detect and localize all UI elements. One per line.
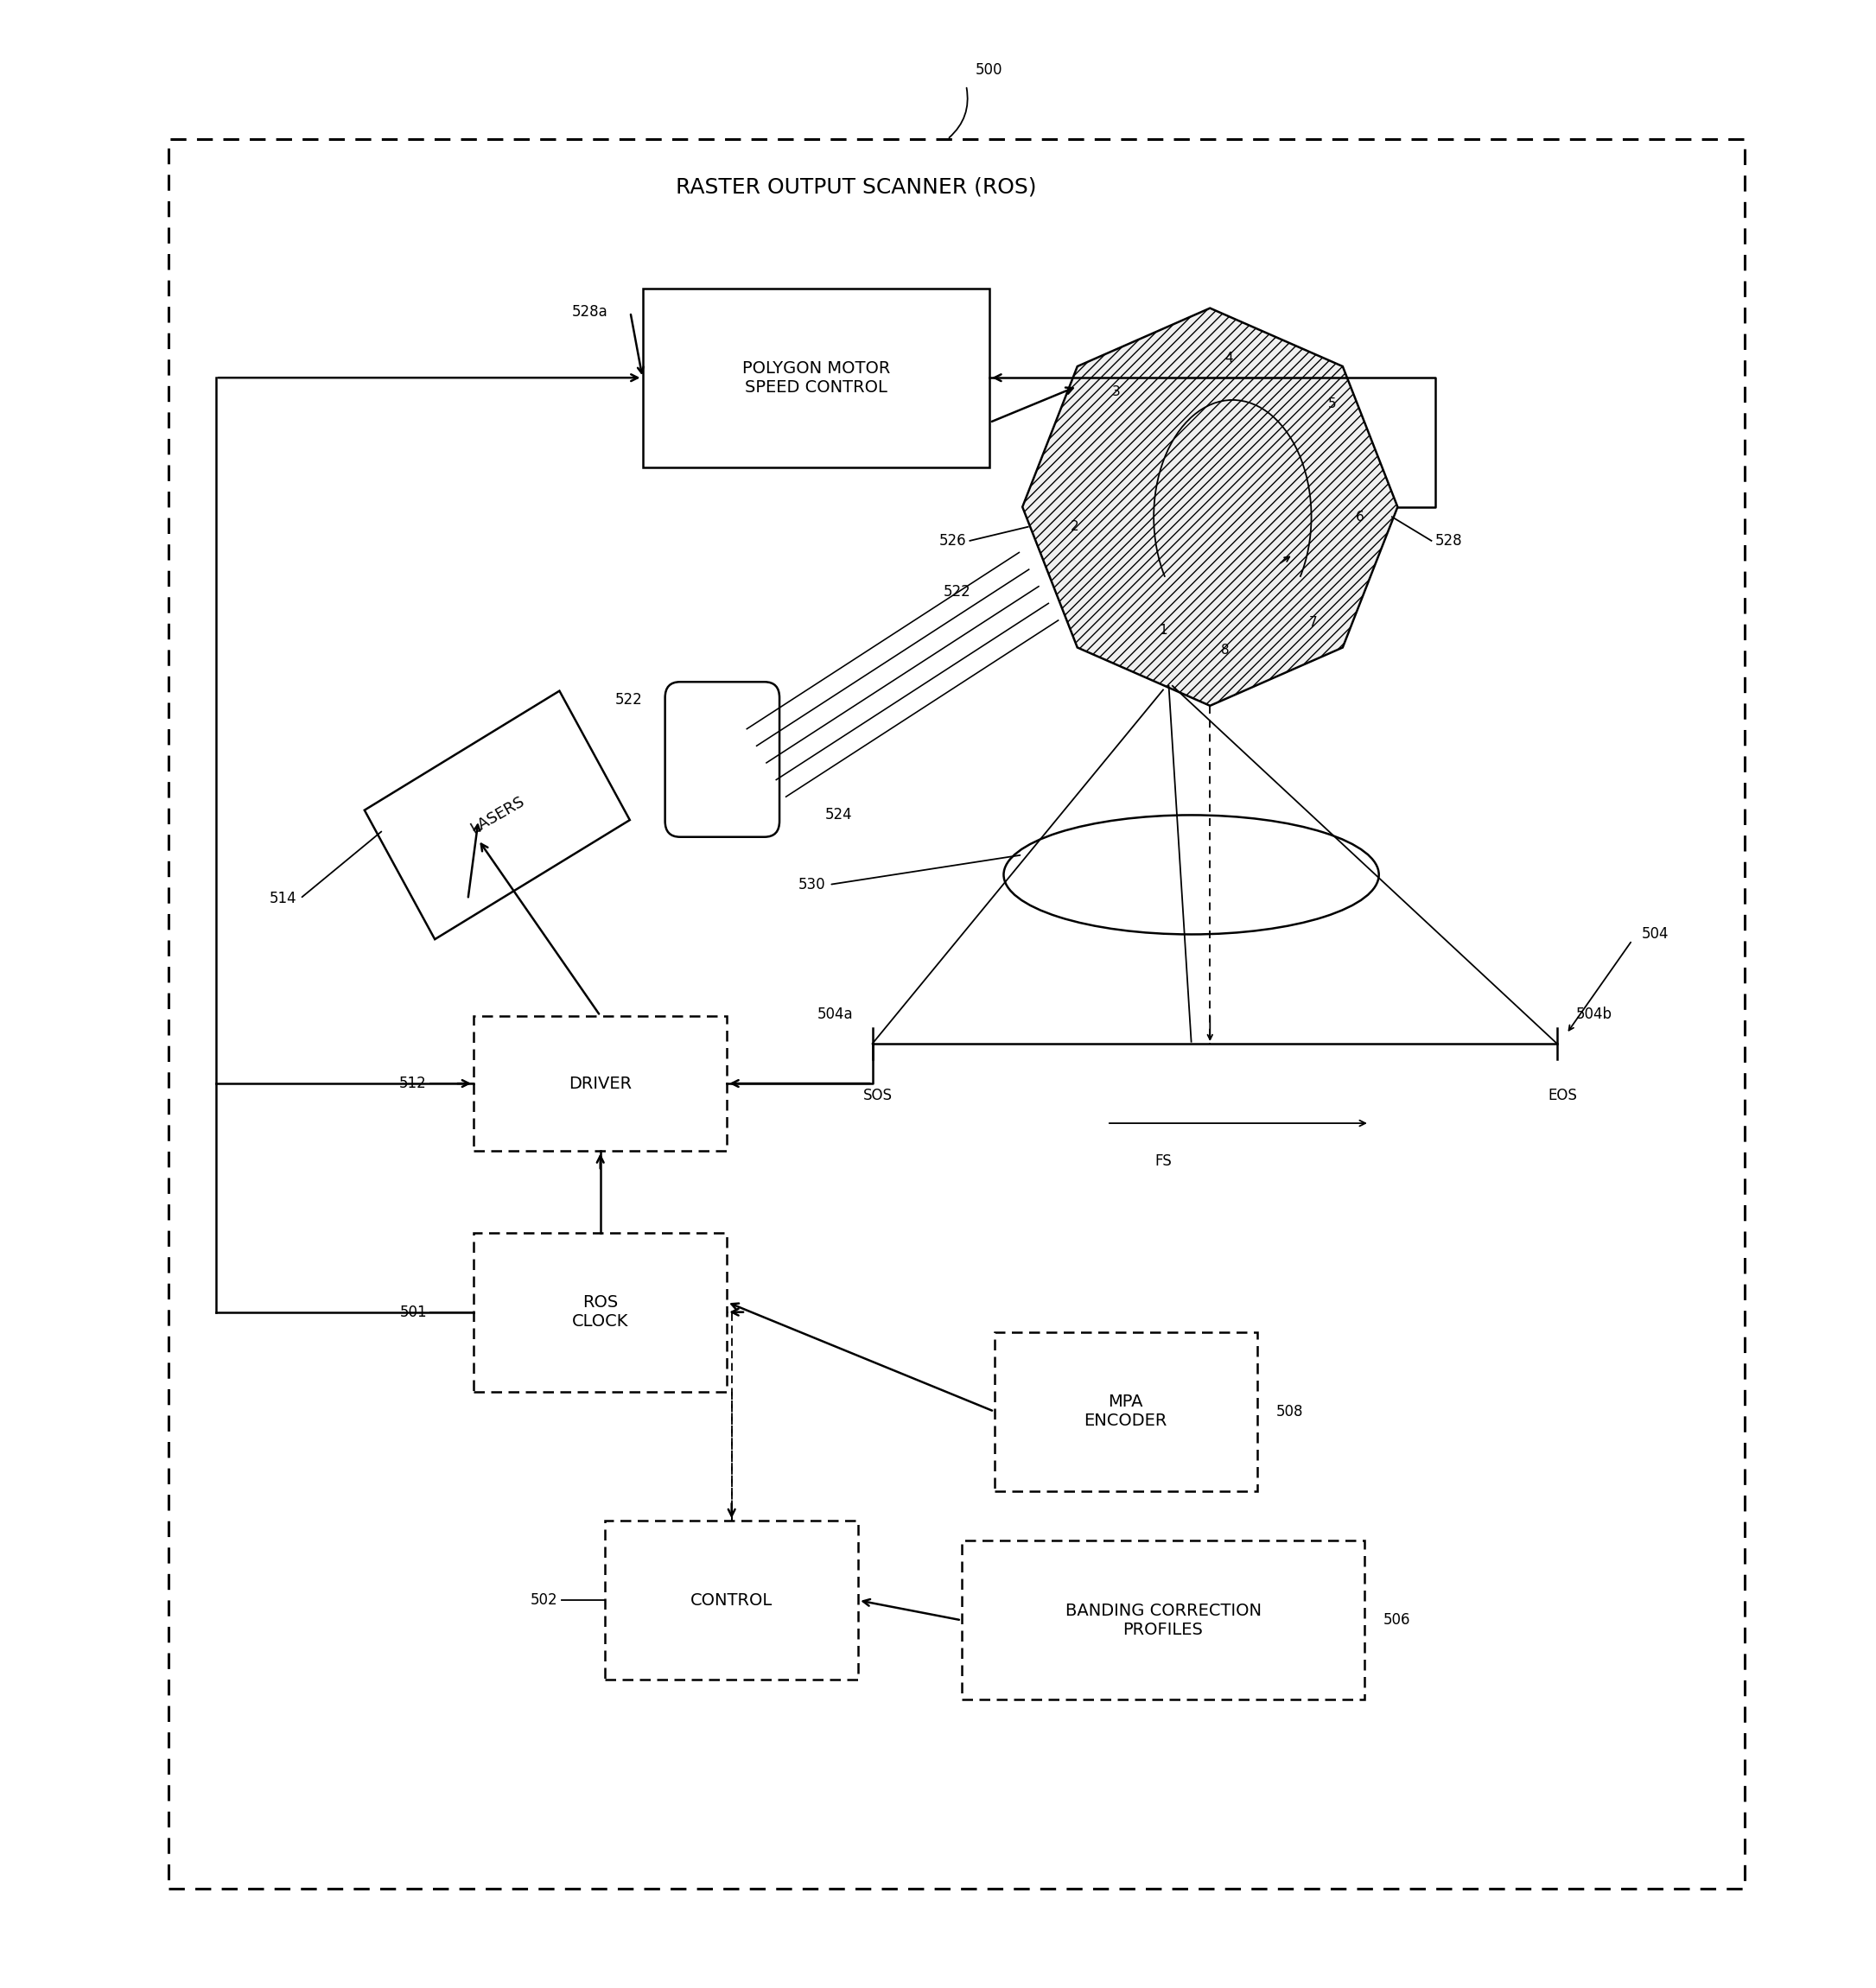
Text: 512: 512 bbox=[400, 1076, 428, 1091]
FancyBboxPatch shape bbox=[604, 1521, 859, 1680]
Text: 528a: 528a bbox=[572, 304, 608, 320]
Text: POLYGON MOTOR
SPEED CONTROL: POLYGON MOTOR SPEED CONTROL bbox=[743, 360, 889, 396]
Text: 500: 500 bbox=[976, 62, 1004, 78]
FancyBboxPatch shape bbox=[666, 682, 780, 837]
Ellipse shape bbox=[1004, 815, 1379, 934]
Text: 8: 8 bbox=[1221, 644, 1229, 656]
Text: 5: 5 bbox=[1328, 398, 1336, 410]
Text: 522: 522 bbox=[944, 584, 970, 600]
Text: 2: 2 bbox=[1071, 521, 1079, 533]
Text: 501: 501 bbox=[400, 1304, 428, 1320]
Text: LASERS: LASERS bbox=[467, 793, 527, 837]
Text: 502: 502 bbox=[531, 1592, 559, 1608]
FancyBboxPatch shape bbox=[473, 1016, 728, 1151]
Polygon shape bbox=[364, 692, 630, 938]
Text: 504: 504 bbox=[1642, 926, 1670, 942]
FancyBboxPatch shape bbox=[961, 1541, 1366, 1700]
Text: SOS: SOS bbox=[863, 1087, 893, 1103]
Text: 504a: 504a bbox=[818, 1006, 854, 1022]
Text: 528: 528 bbox=[1435, 533, 1463, 549]
Text: 522: 522 bbox=[615, 692, 642, 708]
Text: 4: 4 bbox=[1225, 352, 1233, 364]
Text: FS: FS bbox=[1154, 1153, 1172, 1169]
Text: 504b: 504b bbox=[1576, 1006, 1611, 1022]
Text: 514: 514 bbox=[268, 891, 296, 907]
Text: EOS: EOS bbox=[1548, 1087, 1578, 1103]
FancyBboxPatch shape bbox=[994, 1332, 1257, 1491]
Text: MPA
ENCODER: MPA ENCODER bbox=[1084, 1394, 1167, 1429]
FancyBboxPatch shape bbox=[473, 1233, 728, 1392]
Text: CONTROL: CONTROL bbox=[690, 1592, 773, 1608]
Text: 3: 3 bbox=[1112, 386, 1120, 398]
Text: 508: 508 bbox=[1276, 1404, 1304, 1419]
Text: 524: 524 bbox=[825, 807, 854, 823]
Text: 506: 506 bbox=[1384, 1612, 1411, 1628]
Text: 6: 6 bbox=[1356, 511, 1364, 523]
Text: 1: 1 bbox=[1159, 624, 1167, 636]
Text: DRIVER: DRIVER bbox=[568, 1076, 632, 1091]
Text: ROS
CLOCK: ROS CLOCK bbox=[572, 1294, 628, 1330]
Text: 530: 530 bbox=[797, 877, 825, 893]
Text: BANDING CORRECTION
PROFILES: BANDING CORRECTION PROFILES bbox=[1066, 1602, 1261, 1638]
FancyBboxPatch shape bbox=[169, 139, 1745, 1889]
Text: 7: 7 bbox=[1309, 616, 1317, 628]
Text: 526: 526 bbox=[938, 533, 966, 549]
FancyBboxPatch shape bbox=[643, 288, 991, 467]
Polygon shape bbox=[1022, 308, 1398, 706]
Text: RASTER OUTPUT SCANNER (ROS): RASTER OUTPUT SCANNER (ROS) bbox=[675, 177, 1036, 197]
